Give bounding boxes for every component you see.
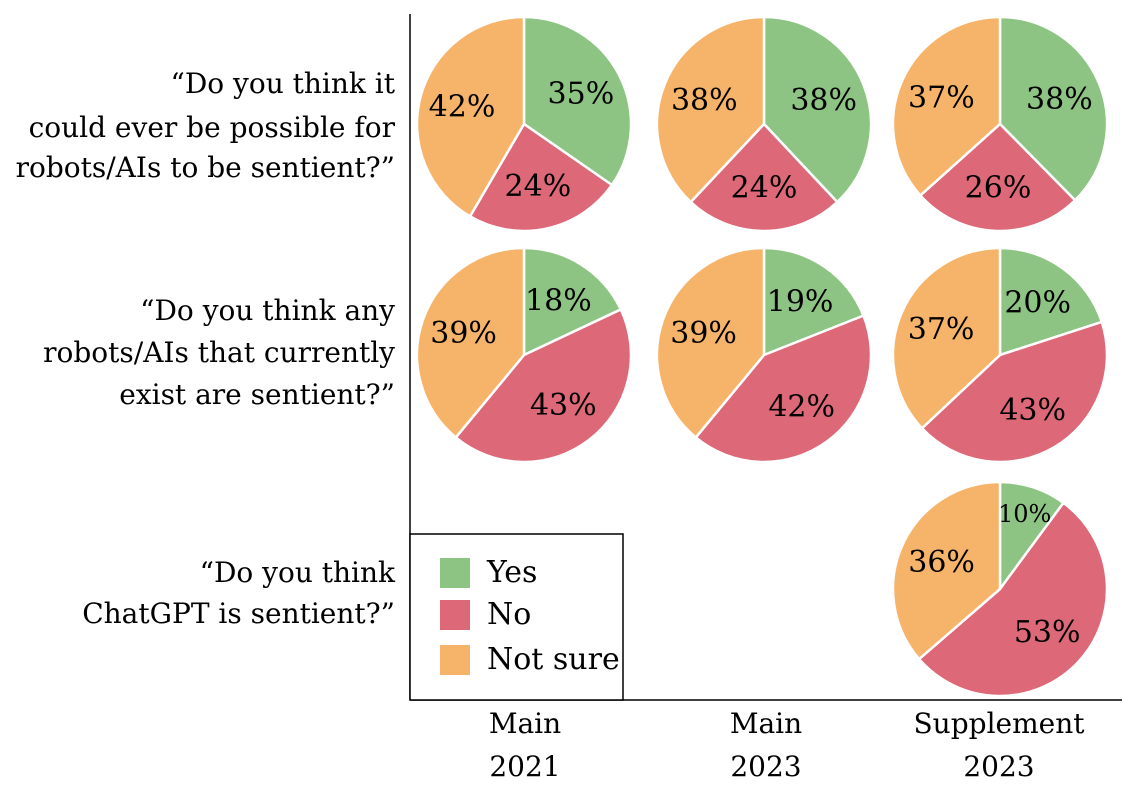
- pie-r1-c1-slice-not-sure: [415, 15, 526, 218]
- pie-r1-c2-label-not-sure: 38%: [671, 83, 738, 118]
- pie-r3-c3-label-not-sure: 36%: [908, 545, 975, 580]
- pie-r2-c3-label-not-sure: 37%: [908, 312, 975, 347]
- pie-r2-c3-label-no: 43%: [999, 393, 1066, 428]
- question-row-1-line-2: could ever be possible for: [29, 111, 396, 144]
- pie-r2-c3-slice-yes: [998, 246, 1104, 357]
- pie-r1-c3-slice-no: [919, 122, 1077, 233]
- pie-r1-c3-label-not-sure: 37%: [908, 80, 975, 115]
- question-row-1-line-3: robots/AIs to be sentient?”: [16, 151, 395, 184]
- pies-group: 35% 24% 42% 38% 24% 38% 38% 26% 37% 18% 43% 39% 19% 4…: [415, 15, 1109, 698]
- pie-r2-c1: 18% 43% 39%: [415, 246, 633, 464]
- pie-r2-c3-label-yes: 20%: [1004, 286, 1071, 321]
- pie-r1-c1-label-yes: 35%: [548, 77, 615, 112]
- question-row-2-line-3: exist are sentient?”: [119, 378, 395, 411]
- pie-r1-c2-slice-not-sure: [655, 15, 766, 204]
- pie-r1-c2-label-yes: 38%: [790, 83, 857, 118]
- pie-r2-c1-slice-no: [454, 308, 633, 464]
- pie-r2-c1-label-yes: 18%: [525, 283, 592, 318]
- column-label-3-line-1: Supplement: [914, 707, 1086, 740]
- legend-swatch-yes: [440, 558, 470, 588]
- pie-r2-c1-label-no: 43%: [530, 388, 597, 423]
- legend-swatch-no: [440, 600, 470, 630]
- pie-r3-c3-slice-no: [917, 501, 1109, 698]
- pie-r1-c1-slice-no: [468, 122, 614, 233]
- pie-r1-c2-label-no: 24%: [731, 171, 798, 206]
- pie-r2-c2-slice-yes: [762, 246, 865, 357]
- pie-r2-c2-label-not-sure: 39%: [670, 316, 737, 351]
- column-label-2-line-1: Main: [730, 707, 802, 740]
- question-row-2-line-1: “Do you think any: [140, 294, 395, 327]
- pie-r2-c1-slice-yes: [522, 246, 623, 357]
- pie-r1-c1-label-no: 24%: [505, 169, 572, 204]
- pie-r1-c2-slice-no: [689, 122, 839, 233]
- pie-r2-c3-slice-no: [920, 320, 1109, 464]
- pie-r1-c3: 38% 26% 37%: [891, 15, 1109, 233]
- pie-r3-c3: 10% 53% 36%: [891, 480, 1109, 698]
- pie-r1-c3-label-yes: 38%: [1026, 82, 1093, 117]
- question-row-3-line-2: ChatGPT is sentient?”: [82, 597, 395, 630]
- pie-r1-c1-label-not-sure: 42%: [429, 90, 496, 125]
- legend-label-not-sure: Not sure: [487, 642, 620, 677]
- pie-r2-c2-label-no: 42%: [768, 389, 835, 424]
- question-row-3: “Do you think ChatGPT is sentient?”: [82, 556, 396, 630]
- pie-r1-c3-slice-yes: [998, 15, 1109, 202]
- column-label-2-line-2: 2023: [730, 750, 801, 783]
- pie-r3-c3-slice-not-sure: [891, 480, 1002, 661]
- pie-r1-c2: 38% 24% 38%: [655, 15, 873, 233]
- question-row-3-line-1: “Do you think: [200, 556, 396, 589]
- question-row-2-line-2: robots/AIs that currently: [43, 336, 395, 369]
- legend-label-yes: Yes: [486, 555, 537, 590]
- pie-r2-c1-label-not-sure: 39%: [430, 316, 497, 351]
- pie-r3-c3-label-no: 53%: [1014, 615, 1081, 650]
- pie-r1-c3-slice-not-sure: [891, 15, 1002, 197]
- column-label-3-line-2: 2023: [963, 750, 1034, 783]
- legend-label-no: No: [487, 597, 531, 632]
- pie-r2-c1-slice-not-sure: [415, 246, 526, 439]
- question-row-1-line-1: “Do you think it: [171, 67, 396, 100]
- pie-r1-c1-slice-yes: [522, 15, 633, 187]
- column-label-1-line-2: 2021: [489, 750, 560, 783]
- pie-r1-c2-slice-yes: [762, 15, 873, 204]
- legend: Yes No Not sure: [409, 533, 624, 701]
- question-row-2: “Do you think any robots/AIs that curren…: [43, 294, 395, 411]
- pie-r1-c3-label-no: 26%: [965, 171, 1032, 206]
- pie-r2-c2-label-yes: 19%: [767, 284, 834, 319]
- column-labels: Main 2021 Main 2023 Supplement 2023: [489, 707, 1085, 783]
- pie-r3-c3-label-yes: 10%: [998, 500, 1051, 528]
- pie-r2-c3: 20% 43% 37%: [891, 246, 1109, 464]
- question-row-1: “Do you think it could ever be possible …: [16, 67, 396, 184]
- pie-r1-c1: 35% 24% 42%: [415, 15, 633, 233]
- pie-r2-c2-slice-not-sure: [655, 246, 766, 439]
- pie-r2-c2-slice-no: [694, 314, 873, 464]
- pie-r2-c3-slice-not-sure: [891, 246, 1002, 430]
- pie-r2-c2: 19% 42% 39%: [655, 246, 873, 464]
- column-label-1-line-1: Main: [489, 707, 561, 740]
- legend-swatch-not-sure: [440, 645, 470, 675]
